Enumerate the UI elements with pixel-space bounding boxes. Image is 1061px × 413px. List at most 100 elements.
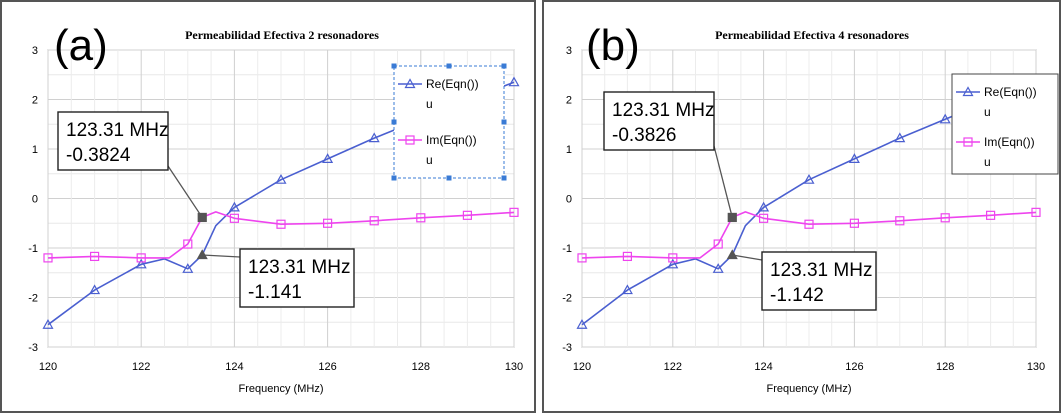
annotation-box (603, 91, 715, 151)
data-point (183, 239, 193, 249)
legend-handle (391, 119, 397, 125)
annotation-frequency: 123.31 MHz (612, 100, 714, 121)
annotation-frequency: 123.31 MHz (248, 257, 350, 278)
legend-entry-name: Im(Eqn()) (984, 135, 1035, 149)
y-tick-label: -2 (28, 293, 38, 305)
y-tick-label: 1 (32, 144, 38, 156)
annotation-box (57, 111, 169, 171)
chart-title: Permeabilidad Efectiva 2 resonadores (185, 28, 379, 42)
legend-entry-name: Im(Eqn()) (426, 133, 477, 147)
legend-swatch-marker (962, 86, 974, 97)
annotation-frequency: 123.31 MHz (66, 120, 168, 141)
chart-panel-a: 3 2 1 0 -1 -2 -3 120 122 124 126 128 130 Frequency (M… (0, 0, 536, 413)
y-tick-label: 0 (566, 194, 572, 206)
annotation-leader (202, 254, 241, 258)
annotation-value: -0.3826 (612, 125, 676, 146)
data-point (416, 213, 426, 223)
x-tick-label: 126 (845, 361, 863, 373)
data-point (508, 76, 520, 87)
legend-entry-sub: u (984, 155, 991, 169)
panel-label: (b) (586, 21, 640, 70)
data-point (758, 201, 770, 212)
data-point (804, 219, 814, 229)
data-point (89, 251, 100, 262)
data-point (275, 173, 287, 184)
y-tick-label: -3 (562, 342, 572, 354)
annotation-leader (167, 165, 203, 218)
legend-entry-sub: u (426, 153, 433, 167)
data-point (135, 258, 147, 269)
data-point (182, 263, 194, 273)
y-tick-label: 1 (566, 144, 572, 156)
data-point (136, 253, 146, 263)
data-point (726, 249, 738, 260)
legend-handle (501, 119, 507, 125)
x-axis-label: Frequency (MHz) (239, 383, 324, 395)
data-point (229, 213, 239, 223)
data-point (621, 284, 633, 295)
legend-handle (501, 63, 507, 69)
annotation-leader (732, 254, 763, 261)
x-axis-label: Frequency (MHz) (767, 383, 852, 395)
x-tick-label: 120 (573, 361, 591, 373)
data-point (1031, 207, 1041, 217)
data-point (940, 213, 950, 223)
data-point (667, 258, 679, 269)
annotation-leader (713, 145, 733, 218)
data-point (509, 207, 519, 217)
legend-handle (446, 63, 452, 69)
legend-swatch-marker (404, 78, 416, 89)
data-point (712, 263, 724, 273)
annotation-box (761, 251, 877, 311)
chart-panel-b: 3 2 1 0 -1 -2 -3 120 122 124 126 128 130 Frequency (M… (542, 0, 1061, 413)
legend-handle (391, 175, 397, 181)
y-tick-label: -2 (562, 293, 572, 305)
annotation-value: -0.3824 (66, 145, 131, 166)
data-point (576, 319, 588, 329)
x-tick-label: 130 (1027, 361, 1045, 373)
legend-swatch-marker (963, 137, 973, 147)
data-point (986, 210, 996, 220)
y-tick-label: 3 (566, 45, 572, 57)
data-point (42, 319, 54, 329)
data-point (713, 239, 723, 249)
x-tick-label: 126 (318, 361, 336, 373)
legend-entry-sub: u (426, 97, 433, 111)
y-tick-label: 2 (32, 95, 38, 107)
data-point (849, 218, 859, 228)
series-line (47, 211, 515, 259)
legend-swatch-marker (405, 135, 415, 145)
y-tick-label: -3 (28, 342, 38, 354)
x-tick-label: 128 (412, 361, 430, 373)
x-tick-label: 124 (225, 361, 243, 373)
data-point (323, 218, 333, 228)
data-point (759, 213, 769, 223)
data-point (322, 153, 334, 163)
annotation-value: -1.142 (770, 285, 824, 306)
data-point (276, 219, 286, 229)
x-tick-label: 122 (664, 361, 682, 373)
data-point (622, 251, 633, 262)
legend-entry-name: Re(Eqn()) (984, 85, 1037, 99)
x-tick-label: 130 (505, 361, 523, 373)
annotation-box (239, 248, 355, 308)
data-point (462, 210, 472, 220)
data-point (43, 253, 53, 263)
data-point (848, 153, 860, 163)
legend-entry-name: Re(Eqn()) (426, 77, 479, 91)
y-tick-label: -1 (562, 243, 572, 255)
x-tick-label: 128 (936, 361, 954, 373)
panel-label: (a) (54, 21, 108, 70)
legend-handle (446, 175, 452, 181)
x-tick-label: 120 (39, 361, 57, 373)
y-tick-label: -1 (28, 243, 38, 255)
legend-handle (391, 63, 397, 69)
data-point (89, 284, 101, 295)
data-point (228, 201, 240, 212)
data-point (894, 132, 906, 143)
data-point (369, 216, 379, 226)
legend-handle (501, 175, 507, 181)
y-tick-label: 3 (32, 45, 38, 57)
